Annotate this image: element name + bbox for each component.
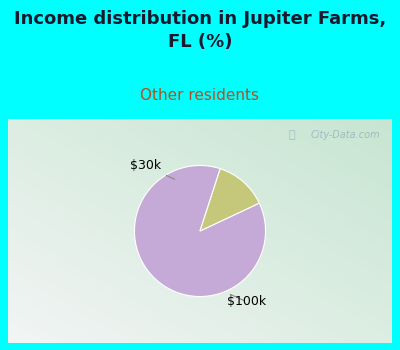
Text: $100k: $100k bbox=[227, 294, 266, 308]
Text: Income distribution in Jupiter Farms,
FL (%): Income distribution in Jupiter Farms, FL… bbox=[14, 10, 386, 51]
Text: $30k: $30k bbox=[130, 159, 175, 180]
Wedge shape bbox=[200, 169, 259, 231]
Text: Other residents: Other residents bbox=[140, 88, 260, 103]
Wedge shape bbox=[134, 166, 266, 296]
Text: ⓘ: ⓘ bbox=[288, 130, 295, 140]
Text: City-Data.com: City-Data.com bbox=[311, 130, 380, 140]
